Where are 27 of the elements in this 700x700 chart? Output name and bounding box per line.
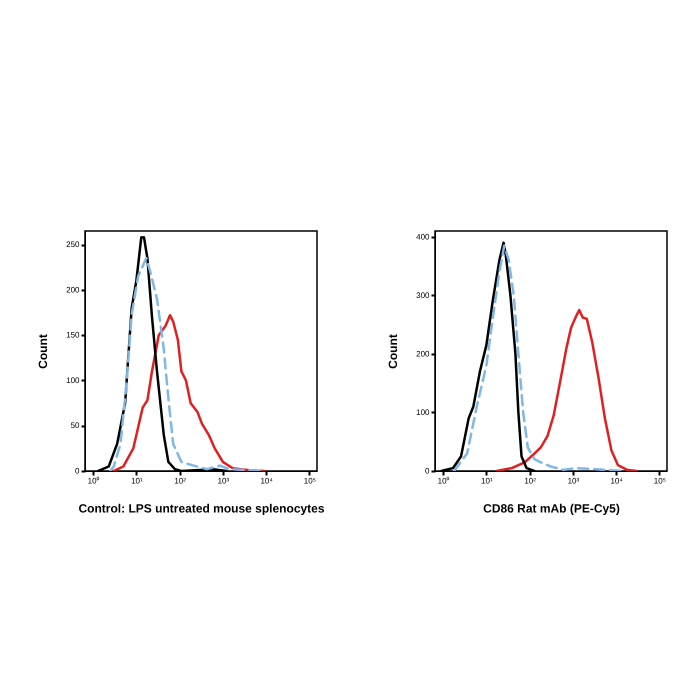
y-tick-label: 100 <box>416 408 430 417</box>
y-tick-label: 200 <box>66 285 80 294</box>
x-tick-label: 10⁴ <box>260 476 274 486</box>
y-tick-label: 300 <box>416 290 430 300</box>
y-tick-label: 100 <box>66 376 80 385</box>
x-tick-label: 10² <box>524 476 536 486</box>
x-tick-label: 10¹ <box>131 476 143 486</box>
x-tick-label: 10³ <box>568 476 580 486</box>
x-tick-label: 10² <box>174 476 186 486</box>
y-tick-label: 50 <box>70 421 80 430</box>
x-tick-label: 10⁵ <box>304 476 316 486</box>
x-tick-label: 10⁰ <box>438 476 450 486</box>
x-tick-label: 10⁴ <box>610 476 624 486</box>
x-axis-title: CD86 Rat mAb (PE-Cy5) <box>483 502 620 516</box>
x-axis-title: Control: LPS untreated mouse splenocytes <box>78 502 325 516</box>
y-tick-label: 400 <box>416 232 430 242</box>
y-axis-title: Count <box>36 334 50 369</box>
y-tick-label: 150 <box>66 330 80 340</box>
y-tick-label: 200 <box>416 349 430 358</box>
x-tick-label: 10⁵ <box>654 476 666 486</box>
x-tick-label: 10⁰ <box>88 476 100 486</box>
y-tick-label: 250 <box>66 240 80 250</box>
y-tick-label: 0 <box>425 466 430 476</box>
x-tick-label: 10¹ <box>481 476 493 486</box>
y-axis-title: Count <box>386 334 400 369</box>
y-tick-label: 0 <box>75 466 80 476</box>
x-tick-label: 10³ <box>218 476 230 486</box>
